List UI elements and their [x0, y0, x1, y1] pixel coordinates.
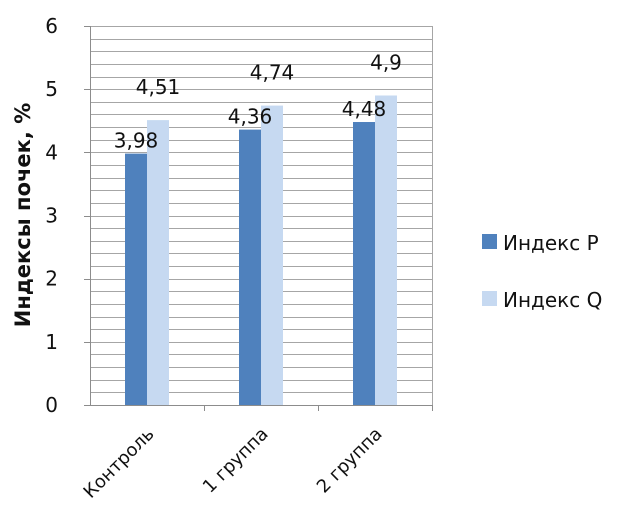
data-label: 4,9 [370, 50, 402, 74]
data-label: 4,48 [342, 97, 387, 121]
bar-index-q [147, 120, 169, 405]
legend-label-index-q: Индекс Q [503, 288, 602, 312]
y-tick-label: 2 [45, 267, 58, 291]
category-label: 2 группа [313, 424, 387, 498]
y-tick-label: 6 [45, 14, 58, 38]
legend-swatch-index-p [482, 234, 497, 249]
category-labels: Контроль 1 группа 2 группа [80, 424, 387, 503]
y-tick-labels: 0 1 2 3 4 5 6 [45, 14, 58, 417]
y-tick-label: 1 [45, 330, 58, 354]
y-tick-label: 5 [45, 77, 58, 101]
legend-swatch-index-q [482, 291, 497, 306]
bar-index-p [125, 153, 147, 405]
data-labels: 3,98 4,51 4,36 4,74 4,48 4,9 [114, 50, 402, 152]
y-tick-label: 4 [45, 140, 58, 164]
y-axis-title: Индексы почек, % [11, 103, 35, 327]
bar-index-q [261, 105, 283, 405]
y-tick-label: 3 [45, 204, 58, 228]
data-label: 4,36 [228, 105, 273, 129]
bars [125, 95, 397, 406]
legend: Индекс P Индекс Q [482, 231, 602, 312]
bar-index-p [353, 122, 375, 405]
data-label: 3,98 [114, 129, 159, 153]
data-label: 4,74 [250, 61, 295, 85]
bar-index-p [239, 129, 261, 406]
axes [84, 26, 433, 411]
y-tick-label: 0 [45, 393, 58, 417]
category-label: 1 группа [199, 424, 273, 498]
legend-label-index-p: Индекс P [503, 231, 599, 255]
bar-index-q [375, 95, 397, 405]
category-label: Контроль [80, 424, 159, 503]
data-label: 4,51 [136, 75, 181, 99]
